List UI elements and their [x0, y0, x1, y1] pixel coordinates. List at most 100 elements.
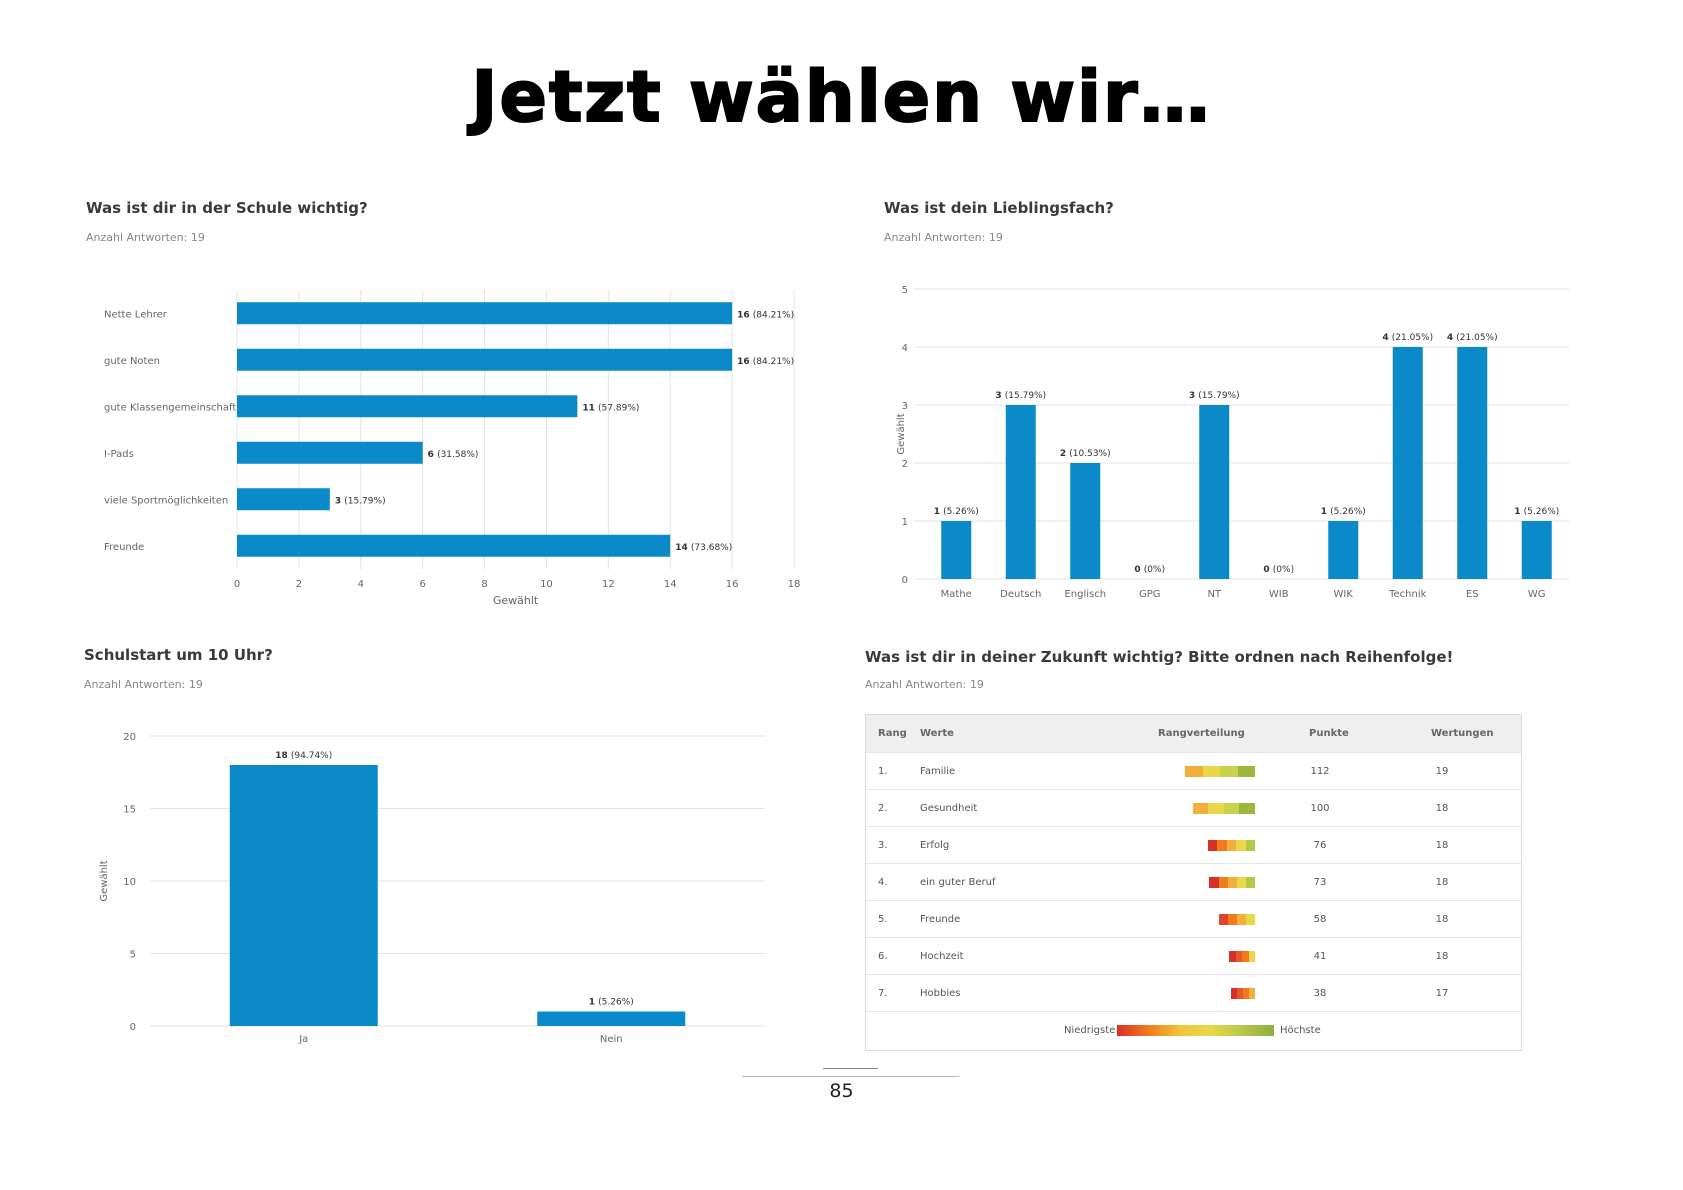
data-label: 1 (5.26%)	[1321, 507, 1366, 517]
distribution-segment	[1236, 877, 1246, 888]
cell-votes: 18	[1435, 803, 1449, 814]
category-label: viele Sportmöglichkeiten	[104, 495, 228, 506]
cell-points: 41	[1313, 951, 1327, 962]
bar	[1199, 405, 1230, 579]
column-header-distribution: Rangverteilung	[1158, 728, 1245, 739]
rank-distribution-bar	[1209, 877, 1255, 888]
distribution-segment	[1236, 840, 1246, 851]
table-row: 3. Erfolg 76 18	[866, 826, 1521, 864]
data-label: 14 (73.68%)	[675, 543, 732, 553]
start-chart-subtitle: Anzahl Antworten: 19	[84, 678, 203, 691]
table-row: 5. Freunde 58 18	[866, 900, 1521, 938]
data-label: 6 (31.58%)	[428, 450, 479, 460]
distribution-segment	[1249, 988, 1255, 999]
x-tick-label: 8	[481, 579, 487, 590]
cell-points: 58	[1313, 914, 1327, 925]
rank-distribution-bar	[1185, 766, 1255, 777]
bar	[237, 302, 733, 325]
x-tick-label: GPG	[1139, 589, 1161, 600]
distribution-segment	[1236, 914, 1246, 925]
future-table-subtitle: Anzahl Antworten: 19	[865, 678, 984, 691]
start-bar-chart: 0 5 10 15 20 18 (94.74%) Ja 1 (5.26%) Nein Gewähl…	[99, 732, 765, 1045]
data-label: 3 (15.79%)	[335, 496, 386, 506]
legend-gradient-bar	[1117, 1025, 1274, 1036]
x-tick-label: 10	[540, 579, 553, 590]
future-table-title: Was ist dir in deiner Zukunft wichtig? B…	[865, 648, 1454, 666]
table-row: 4. ein guter Beruf 73 18	[866, 863, 1521, 901]
distribution-segment	[1226, 840, 1236, 851]
cell-value: Erfolg	[920, 840, 950, 851]
category-label: I-Pads	[104, 449, 134, 460]
x-axis-label: Gewählt	[493, 594, 539, 607]
data-label: 1 (5.26%)	[589, 998, 634, 1008]
cell-rank: 6.	[878, 951, 888, 962]
x-tick-label: Mathe	[941, 589, 972, 600]
cell-points: 76	[1313, 840, 1327, 851]
distribution-segment	[1208, 803, 1224, 814]
x-tick-label: 12	[602, 579, 615, 590]
category-label: Freunde	[104, 542, 144, 553]
column-header-points: Punkte	[1309, 728, 1349, 739]
bar	[1457, 347, 1488, 579]
cell-votes: 19	[1435, 766, 1449, 777]
column-header-value: Werte	[920, 728, 954, 739]
school-bar-chart: 0 2 4 6 8 10 12 14 16 18 Nette Lehrer 16 (84.21%) gu…	[104, 290, 801, 607]
cell-value: Hochzeit	[920, 951, 964, 962]
distribution-segment	[1202, 766, 1220, 777]
footer-rule	[823, 1068, 878, 1069]
distribution-segment	[1223, 803, 1240, 814]
cell-rank: 1.	[878, 766, 888, 777]
rank-distribution-bar	[1218, 914, 1255, 925]
ranking-legend: Niedrigste Höchste	[866, 1011, 1521, 1049]
y-axis-label: Gewählt	[99, 860, 110, 901]
x-tick-label: 0	[234, 579, 240, 590]
column-header-rank: Rang	[878, 728, 907, 739]
y-tick-label: 20	[123, 732, 136, 743]
bar	[237, 488, 330, 511]
cell-points: 73	[1313, 877, 1327, 888]
y-tick-label: 0	[902, 575, 908, 586]
bar	[1005, 405, 1036, 579]
category-label: Nette Lehrer	[104, 309, 168, 320]
school-chart-title: Was ist dir in der Schule wichtig?	[86, 199, 368, 217]
distribution-segment	[1237, 988, 1244, 999]
data-label: 1 (5.26%)	[934, 507, 979, 517]
distribution-segment	[1242, 951, 1249, 962]
rank-distribution-bar	[1207, 840, 1255, 851]
distribution-segment	[1235, 951, 1243, 962]
y-tick-label: 1	[902, 517, 908, 528]
y-tick-label: 3	[902, 401, 908, 412]
x-tick-label: 18	[788, 579, 801, 590]
table-row: 7. Hobbies 38 17	[866, 974, 1521, 1012]
distribution-segment	[1229, 951, 1236, 962]
category-label: gute Noten	[104, 356, 160, 367]
bar	[229, 765, 378, 1026]
bar	[1070, 463, 1101, 579]
ranking-table-header: Rang Werte Rangverteilung Punkte Wertung…	[866, 715, 1521, 752]
table-row: 1. Familie 112 19	[866, 752, 1521, 790]
x-tick-label: WG	[1528, 589, 1546, 600]
distribution-segment	[1209, 877, 1219, 888]
distribution-segment	[1237, 766, 1255, 777]
table-row: 2. Gesundheit 100 18	[866, 789, 1521, 827]
distribution-segment	[1192, 803, 1209, 814]
x-tick-label: 14	[664, 579, 677, 590]
distribution-segment	[1227, 914, 1237, 925]
table-row: 6. Hochzeit 41 18	[866, 937, 1521, 975]
x-tick-label: 6	[419, 579, 425, 590]
legend-high-label: Höchste	[1280, 1025, 1321, 1036]
y-tick-label: 2	[902, 459, 908, 470]
distribution-segment	[1243, 988, 1250, 999]
distribution-segment	[1218, 914, 1228, 925]
rank-distribution-bar	[1192, 803, 1255, 814]
distribution-segment	[1217, 840, 1227, 851]
cell-value: Gesundheit	[920, 803, 978, 814]
x-tick-label: 16	[726, 579, 739, 590]
bar	[941, 521, 972, 579]
data-label: 4 (21.05%)	[1382, 333, 1433, 343]
data-label: 16 (84.21%)	[737, 310, 794, 320]
distribution-segment	[1245, 877, 1255, 888]
page-title: Jetzt wählen wir…	[470, 55, 1212, 139]
cell-points: 100	[1310, 803, 1330, 814]
y-tick-label: 10	[123, 877, 136, 888]
